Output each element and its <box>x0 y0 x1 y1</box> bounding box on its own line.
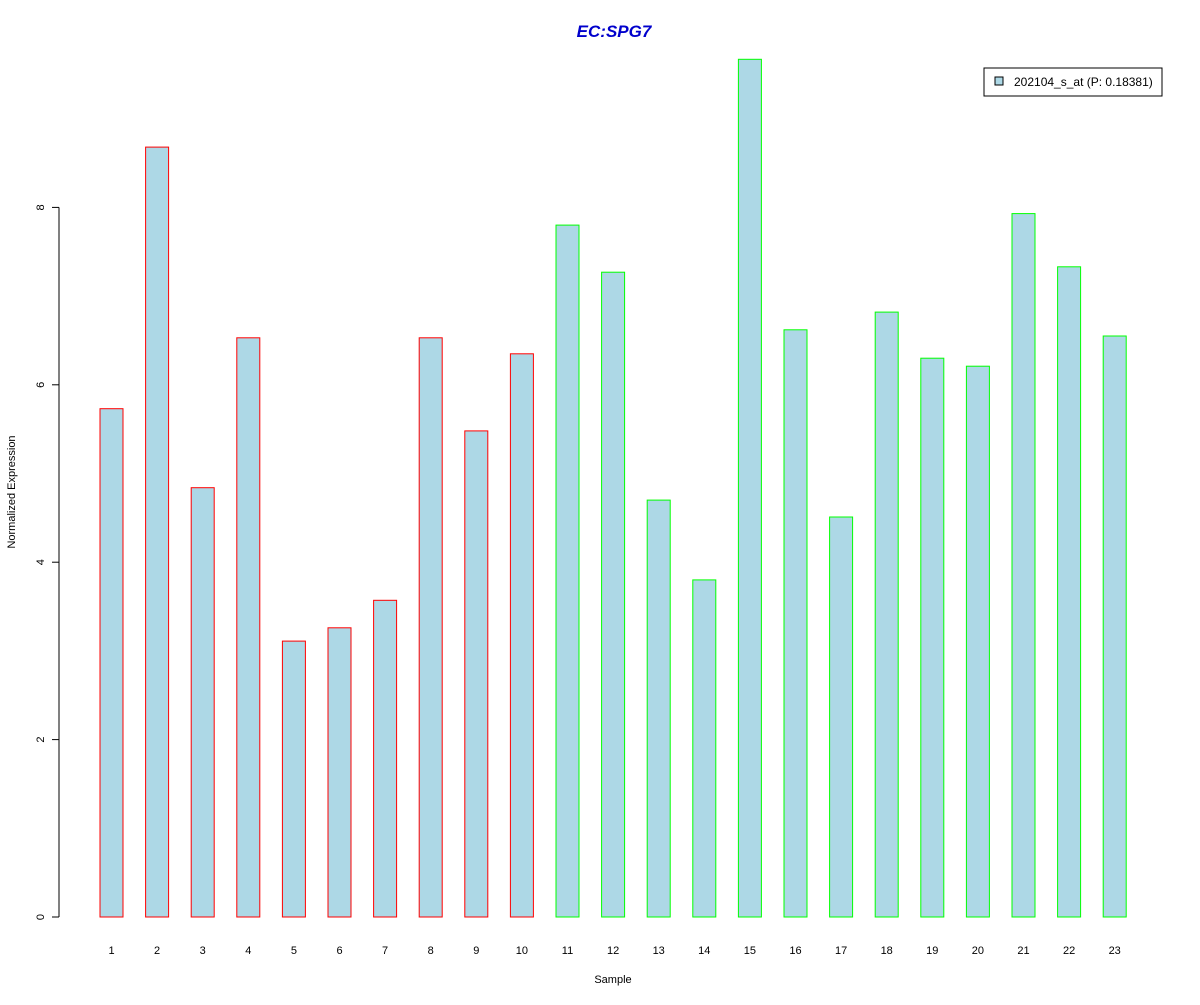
x-tick-label: 15 <box>744 945 756 957</box>
y-axis-label: Normalized Expression <box>6 435 18 548</box>
y-tick-label: 4 <box>35 559 47 565</box>
x-tick-label: 3 <box>200 945 206 957</box>
x-tick-label: 16 <box>789 945 801 957</box>
bar-sample-20 <box>965 365 990 918</box>
bar-sample-4 <box>236 337 261 918</box>
x-tick-label: 5 <box>291 945 297 957</box>
bar-sample-9 <box>464 430 489 918</box>
bar-sample-3 <box>190 487 215 918</box>
x-tick-label: 1 <box>108 945 114 957</box>
x-tick-label: 4 <box>245 945 251 957</box>
bar-sample-19 <box>920 357 945 918</box>
bar-sample-5 <box>281 640 306 918</box>
x-tick-label: 20 <box>972 945 984 957</box>
bar-sample-15 <box>737 58 762 918</box>
x-tick-label: 17 <box>835 945 847 957</box>
bar-sample-8 <box>418 337 443 918</box>
bar-sample-10 <box>509 353 534 918</box>
y-axis: 0 2 4 6 8 <box>35 204 60 920</box>
x-tick-labels: 1 2 3 4 5 6 7 8 9 10 11 12 13 14 15 16 17 18 19 20 21 22 23 <box>108 945 1120 957</box>
bar-sample-22 <box>1057 266 1082 918</box>
bars-group <box>99 58 1127 918</box>
bar-sample-7 <box>373 599 398 918</box>
bar-sample-6 <box>327 627 352 918</box>
chart-title: EC:SPG7 <box>577 22 653 41</box>
x-axis-label: Sample <box>594 974 631 986</box>
bar-sample-2 <box>145 146 170 918</box>
bar-sample-17 <box>829 516 854 918</box>
x-tick-label: 6 <box>336 945 342 957</box>
x-tick-label: 9 <box>473 945 479 957</box>
y-tick-label: 0 <box>35 914 47 920</box>
x-tick-label: 10 <box>516 945 528 957</box>
legend-label: 202104_s_at (P: 0.18381) <box>1014 75 1153 89</box>
x-tick-label: 13 <box>653 945 665 957</box>
bar-sample-23 <box>1102 335 1127 918</box>
x-tick-label: 11 <box>562 945 573 957</box>
bar-sample-1 <box>99 408 124 918</box>
y-tick-label: 8 <box>35 204 47 210</box>
y-tick-label: 2 <box>35 737 47 743</box>
x-tick-label: 21 <box>1017 945 1029 957</box>
bar-sample-16 <box>783 329 808 918</box>
x-tick-label: 12 <box>607 945 619 957</box>
x-tick-label: 7 <box>382 945 388 957</box>
x-tick-label: 2 <box>154 945 160 957</box>
bar-sample-14 <box>692 579 717 918</box>
x-tick-label: 19 <box>926 945 938 957</box>
bar-sample-21 <box>1011 213 1036 918</box>
x-tick-label: 14 <box>698 945 710 957</box>
x-tick-label: 23 <box>1109 945 1121 957</box>
bar-sample-11 <box>555 224 580 918</box>
bar-sample-18 <box>874 311 899 918</box>
bar-sample-13 <box>646 499 671 918</box>
legend: 202104_s_at (P: 0.18381) <box>983 67 1163 97</box>
bar-sample-12 <box>601 271 626 918</box>
x-tick-label: 8 <box>428 945 434 957</box>
x-tick-label: 18 <box>881 945 893 957</box>
y-tick-label: 6 <box>35 382 47 388</box>
legend-box <box>983 67 1163 97</box>
legend-swatch <box>994 76 1004 86</box>
x-tick-label: 22 <box>1063 945 1075 957</box>
